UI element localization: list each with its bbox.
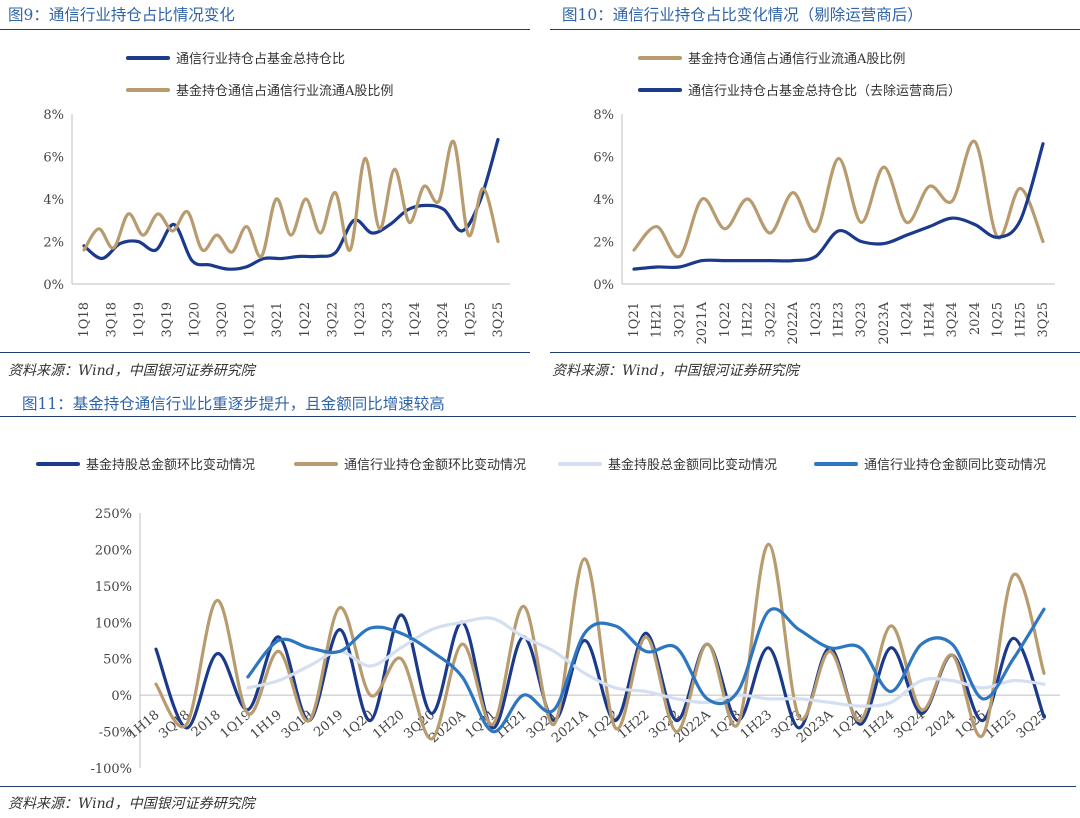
chart11-title: 图11：基金持仓通信行业比重逐步提升，且金额同比增速较高 [22,395,445,413]
chart10-x-tick-label: 2021A [695,301,710,344]
chart9-x-tick-label: 3Q25 [491,302,506,337]
chart11-source: 资料来源：Wind，中国银河证券研究院 [8,796,255,812]
chart11-x-tick-label: 1Q22 [585,708,622,742]
chart10-x-tick-label: 3Q25 [1036,302,1051,337]
chart10-x-tick-label: 1Q21 [627,302,642,337]
chart11-x-tick-label: 3Q19 [279,708,316,742]
chart9-y-tick-label: 6% [43,151,64,166]
chart9-series-line-1 [82,139,500,259]
chart9-x-tick-label: 1Q19 [132,302,147,337]
chart9-bottom-rule [0,352,530,353]
chart10-y-tick-label: 8% [593,108,614,123]
chart9-x-tick-label: 1Q21 [243,302,258,337]
chart9-source: 资料来源：Wind，中国银河证券研究院 [8,363,255,379]
chart10-x-tick-label: 2023A [877,301,892,344]
chart11-y-tick-label: -50% [99,726,132,741]
chart10-y-tick-label: 6% [593,151,614,166]
chart11-x-tick-label: 3Q25 [1014,708,1051,742]
chart10-x-tick-label: 1H21 [650,302,665,338]
chart11-y-tick-label: 100% [95,616,132,631]
chart10-series-line-1 [632,142,1045,271]
chart9-x-tick-label: 1Q18 [77,302,92,337]
chart11-y-tick-label: 50% [103,653,132,668]
chart9-x-tick-label: 3Q20 [215,302,230,337]
chart11-y-tick-label: -100% [90,762,132,777]
chart10-title: 图10：通信行业持仓占比变化情况（剔除运营商后） [562,6,923,24]
chart10-x-tick-label: 1Q23 [809,302,824,337]
chart9-y-tick-label: 8% [43,108,64,123]
chart10-x-tick-label: 1H24 [922,302,937,338]
chart11-legend-label: 通信行业持仓金额环比变动情况 [344,457,526,473]
chart10-x-tick-label: 3Q23 [854,302,869,337]
chart10-legend-label: 基金持仓通信占通信行业流通A股比例 [688,51,905,67]
chart9-x-tick-label: 3Q18 [105,302,120,337]
chart10-x-tick-label: 3Q21 [672,302,687,337]
chart9-x-tick-label: 1Q25 [463,302,478,337]
chart11-series-line-2 [246,616,1046,708]
chart10-bottom-rule [550,352,1080,353]
chart9-top-rule [0,29,530,30]
chart10-x-tick-label: 3Q22 [763,302,778,337]
chart10-top-rule [550,29,1080,30]
chart10-legend-label: 通信行业持仓占基金总持仓比（去除运营商后） [688,83,961,99]
chart9-svg: 0% 2% 4% 6% 8% 1Q18 3Q18 1Q19 3Q19 1Q20 3Q20 1Q21 3Q… [43,51,510,337]
chart10-source: 资料来源：Wind，中国银河证券研究院 [552,363,799,379]
chart11-top-rule [0,416,1076,417]
chart11-series-line-1 [154,542,1046,741]
chart10-x-tick-label: 1Q22 [718,302,733,337]
chart9-x-tick-label: 3Q23 [381,302,396,337]
chart9-title: 图9：通信行业持仓占比情况变化 [8,6,235,24]
chart11-legend-label: 基金持股总金额环比变动情况 [86,457,255,473]
chart9-x-tick-label: 3Q22 [325,302,340,337]
chart9-x-tick-label: 1Q20 [187,302,202,337]
chart10-x-tick-label: 2022A [786,301,801,344]
chart10-y-tick-label: 0% [593,278,614,293]
chart9-y-tick-label: 2% [43,236,64,251]
chart11-x-tick-label: 2024 [924,708,959,741]
chart11-legend-label: 基金持股总金额同比变动情况 [608,457,777,473]
chart10-x-tick-label: 1Q25 [991,302,1006,337]
chart10-x-tick-label: 1H25 [1013,302,1028,338]
chart10-svg: 0% 2% 4% 6% 8% 1Q21 1H21 3Q21 2021A 1Q22 1H22 3Q22 2… [593,51,1055,344]
chart9-legend-label: 基金持仓通信占通信行业流通A股比例 [176,83,393,99]
chart11-x-tick-label: 2019 [311,708,346,741]
chart10-x-tick-label: 1H22 [741,302,756,338]
chart9-x-tick-label: 3Q24 [436,302,451,337]
chart9-y-tick-label: 4% [43,193,64,208]
chart11-y-tick-label: 150% [95,580,132,595]
chart10-x-tick-label: 1H23 [832,302,847,338]
chart10-x-tick-label: 2024 [968,302,983,335]
chart9-x-tick-label: 1Q22 [298,302,313,337]
chart11-legend-label: 通信行业持仓金额同比变动情况 [864,457,1046,473]
chart11-x-tick-label: 1Q20 [340,708,377,742]
chart11-y-tick-label: 250% [95,507,132,522]
chart9-y-tick-label: 0% [43,278,64,293]
chart9-series-line-0 [82,137,500,271]
chart9-x-tick-label: 3Q19 [160,302,175,337]
chart11-x-tick-label: 1H18 [125,708,162,743]
chart9-x-tick-label: 1Q24 [408,302,423,337]
chart11-series-line-3 [246,607,1046,734]
chart9-x-tick-label: 3Q21 [270,302,285,337]
chart10-x-tick-label: 1Q24 [900,302,915,337]
chart11-y-tick-label: 0% [111,689,132,704]
chart9-x-tick-label: 1Q23 [353,302,368,337]
chart11-svg: -100%-50%0%50%100%150%200%250%1H183Q1820… [36,457,1060,777]
chart11-bottom-rule [0,786,1076,787]
chart10-x-tick-label: 3Q24 [945,302,960,337]
chart9-legend-label: 通信行业持仓占基金总持仓比 [176,51,345,67]
chart10-series-line-0 [632,139,1045,259]
chart11-y-tick-label: 200% [95,543,132,558]
chart10-y-tick-label: 4% [593,193,614,208]
chart10-y-tick-label: 2% [593,236,614,251]
